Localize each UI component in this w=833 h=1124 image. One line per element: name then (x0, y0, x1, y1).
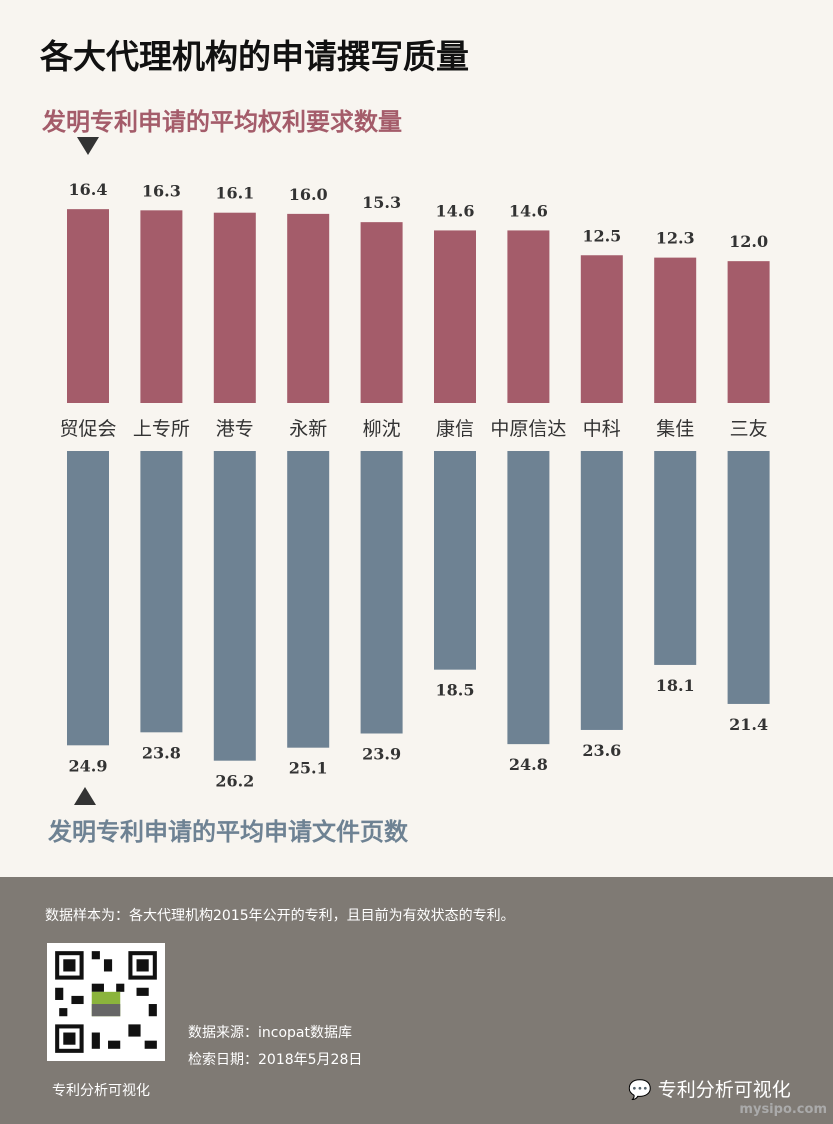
bar-pages (727, 451, 770, 704)
bar-pages (507, 451, 550, 745)
value-label-claims: 14.6 (436, 201, 475, 220)
category-label: 集佳 (656, 418, 694, 440)
value-label-pages: 26.2 (215, 772, 254, 791)
category-label: 柳沈 (363, 418, 401, 440)
series-title-pages: 发明专利申请的平均申请文件页数 (48, 818, 408, 846)
category-label: 贸促会 (59, 418, 116, 440)
bar-pages (580, 451, 623, 730)
bar-claims (213, 212, 256, 403)
category-label: 中科 (583, 418, 621, 440)
bar-pages (654, 451, 697, 665)
value-label-pages: 24.9 (69, 756, 108, 775)
value-label-pages: 25.1 (289, 759, 328, 778)
value-label-pages: 23.8 (142, 743, 181, 762)
page-title: 各大代理机构的申请撰写质量 (40, 37, 469, 76)
bar-claims (67, 209, 109, 403)
category-label: 上专所 (133, 418, 190, 440)
up-triangle-icon (74, 787, 96, 805)
footer: 数据样本为：各大代理机构2015年公开的专利，且目前为有效状态的专利。 专利分析… (0, 877, 833, 1124)
data-source: 数据来源：incopat数据库 (188, 1025, 352, 1041)
watermark: mysipo.com (739, 1102, 827, 1117)
value-label-pages: 18.1 (656, 676, 695, 695)
category-label: 永新 (289, 418, 327, 440)
bar-pages (287, 451, 330, 748)
value-label-claims: 12.5 (582, 226, 621, 245)
value-label-pages: 23.6 (582, 741, 621, 760)
qr-code (47, 943, 165, 1061)
bar-pages (213, 451, 256, 761)
bar-pages (67, 451, 109, 746)
brand-name: 专利分析可视化 (657, 1079, 791, 1101)
bar-claims (507, 230, 550, 403)
value-label-pages: 21.4 (729, 715, 768, 734)
bar-claims (580, 255, 623, 403)
value-label-claims: 16.3 (142, 181, 181, 200)
value-label-claims: 16.0 (289, 185, 328, 204)
bar-claims (140, 210, 183, 403)
search-date: 检索日期：2018年5月28日 (188, 1052, 363, 1068)
bar-claims (287, 213, 330, 403)
bar-claims (654, 257, 697, 403)
bar-claims (434, 230, 476, 403)
chart: 16.4 贸促会 24.9 16.3 上专所 23.8 16.1 港专 26.2 16.0 永新 25… (59, 180, 770, 791)
brand: 💬 专利分析可视化 (628, 1075, 791, 1102)
down-triangle-icon (77, 137, 99, 155)
wechat-icon: 💬 (628, 1079, 652, 1101)
data-note: 数据样本为：各大代理机构2015年公开的专利，且目前为有效状态的专利。 (45, 908, 515, 924)
value-label-pages: 18.5 (436, 681, 475, 700)
value-label-pages: 24.8 (509, 755, 548, 774)
value-label-claims: 16.1 (215, 184, 254, 203)
series-title-claims: 发明专利申请的平均权利要求数量 (42, 108, 402, 136)
value-label-claims: 15.3 (362, 193, 401, 212)
bar-pages (140, 451, 183, 733)
bar-pages (360, 451, 403, 734)
category-label: 港专 (216, 418, 254, 440)
category-label: 康信 (436, 418, 474, 440)
category-label: 三友 (730, 418, 768, 440)
bar-pages (434, 451, 476, 670)
value-label-claims: 12.0 (729, 232, 768, 251)
value-label-claims: 16.4 (69, 180, 108, 199)
category-label: 中原信达 (490, 418, 566, 440)
bar-claims (360, 222, 403, 403)
qr-label: 专利分析可视化 (52, 1083, 150, 1099)
value-label-claims: 14.6 (509, 201, 548, 220)
value-label-claims: 12.3 (656, 229, 695, 248)
bar-claims (727, 261, 770, 403)
value-label-pages: 23.9 (362, 744, 401, 763)
